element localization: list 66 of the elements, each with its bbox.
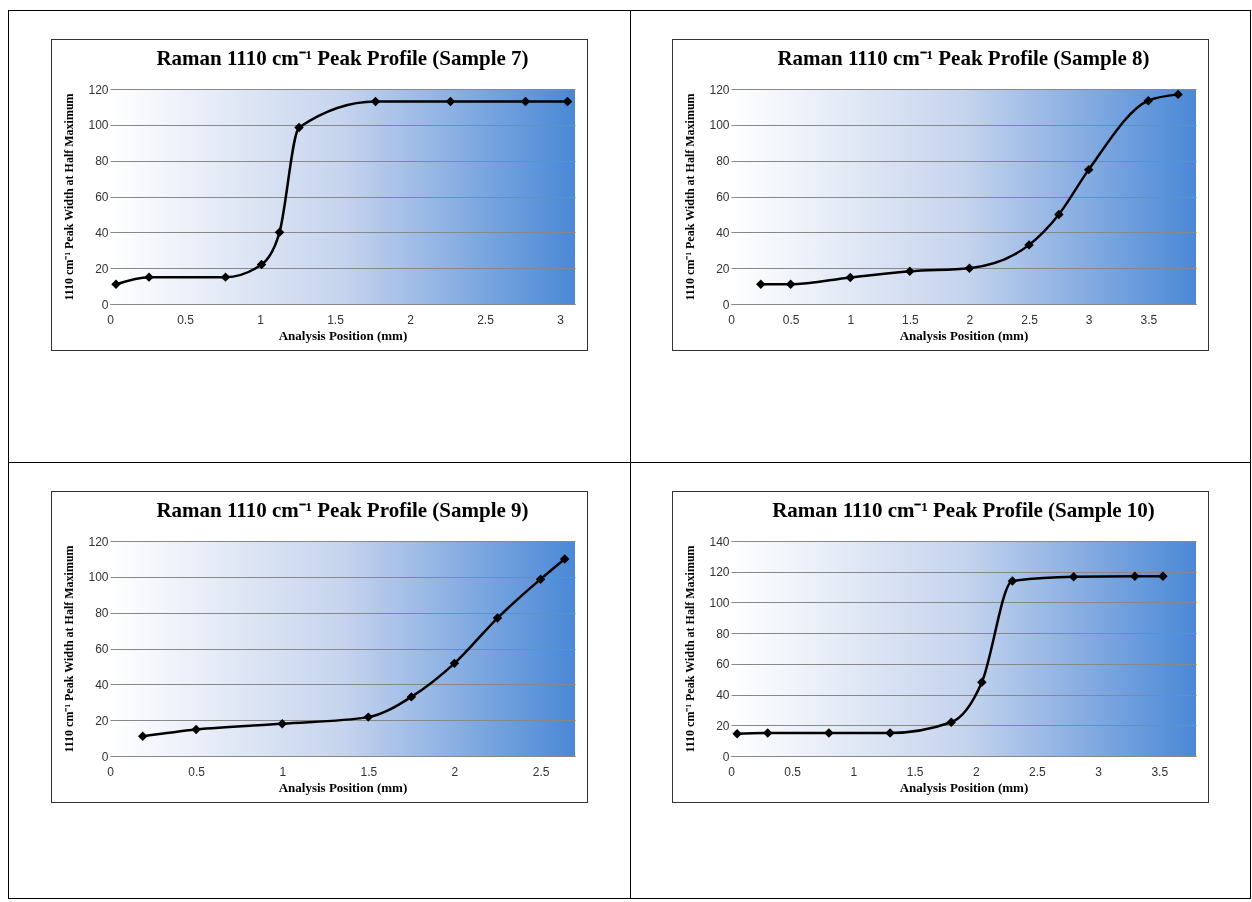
x-tick-label: 1 [847, 312, 855, 327]
y-axis-title: 1110 cm⁻¹ Peak Width at Half Maximum [683, 545, 698, 753]
x-tick-label: 0.5 [784, 764, 802, 779]
y-tick-label: 100 [88, 570, 109, 585]
x-tick-label: 2 [966, 312, 974, 327]
x-tick-label: 3 [557, 312, 565, 327]
x-tick-label: 1.5 [906, 764, 924, 779]
y-tick-label: 80 [95, 606, 109, 621]
y-tick-label: 0 [101, 297, 109, 312]
y-tick-label: 80 [716, 154, 730, 169]
y-tick-label: 120 [88, 82, 109, 97]
y-tick-label: 0 [722, 749, 730, 764]
y-tick-label: 20 [716, 718, 730, 733]
x-axis-title: Analysis Position (mm) [278, 779, 408, 795]
y-tick-label: 0 [101, 749, 109, 764]
y-tick-label: 120 [709, 82, 730, 97]
y-tick-label: 60 [95, 642, 109, 656]
x-axis-title: Analysis Position (mm) [899, 327, 1029, 343]
y-tick-label: 60 [716, 190, 730, 204]
y-tick-label: 40 [716, 688, 730, 703]
x-tick-label: 3.5 [1151, 764, 1169, 779]
x-tick-label: 1.5 [327, 312, 345, 327]
y-tick-label: 100 [88, 118, 109, 133]
x-tick-label: 2 [451, 764, 459, 779]
y-tick-label: 80 [716, 626, 730, 641]
chart-title: Raman 1110 cm⁻¹ Peak Profile (Sample 8) [777, 46, 1150, 70]
x-tick-label: 0.5 [177, 312, 195, 327]
x-tick-label: 1.5 [902, 312, 920, 327]
x-tick-label: 1 [279, 764, 287, 779]
x-tick-label: 1.5 [360, 764, 378, 779]
x-axis-title: Analysis Position (mm) [278, 327, 408, 343]
x-tick-label: 3 [1085, 312, 1093, 327]
y-axis-title: 1110 cm⁻¹ Peak Width at Half Maximum [62, 93, 77, 301]
y-tick-label: 40 [716, 225, 730, 240]
x-tick-label: 1 [850, 764, 858, 779]
x-tick-label: 2.5 [1021, 312, 1039, 327]
y-tick-label: 20 [95, 261, 109, 276]
y-tick-label: 60 [95, 190, 109, 204]
x-tick-label: 2 [972, 764, 980, 779]
y-axis-title: 1110 cm⁻¹ Peak Width at Half Maximum [683, 93, 698, 301]
x-tick-label: 1 [257, 312, 265, 327]
y-axis-title: 1110 cm⁻¹ Peak Width at Half Maximum [62, 545, 77, 753]
y-tick-label: 100 [709, 595, 730, 610]
x-axis-title: Analysis Position (mm) [899, 779, 1029, 795]
y-tick-label: 40 [95, 225, 109, 240]
x-tick-label: 2.5 [477, 312, 495, 327]
y-tick-label: 80 [95, 154, 109, 169]
chart-title: Raman 1110 cm⁻¹ Peak Profile (Sample 9) [156, 498, 529, 522]
x-tick-label: 2 [407, 312, 415, 327]
x-tick-label: 2.5 [1029, 764, 1047, 779]
y-tick-label: 20 [716, 261, 730, 276]
y-tick-label: 100 [709, 118, 730, 133]
chart-title: Raman 1110 cm⁻¹ Peak Profile (Sample 7) [156, 46, 529, 70]
y-tick-label: 20 [95, 713, 109, 728]
y-tick-label: 120 [709, 565, 730, 580]
y-tick-label: 0 [722, 297, 730, 312]
x-tick-label: 0.5 [782, 312, 800, 327]
y-tick-label: 140 [709, 534, 730, 549]
x-tick-label: 3.5 [1140, 312, 1158, 327]
x-tick-label: 0.5 [188, 764, 206, 779]
x-tick-label: 2.5 [532, 764, 550, 779]
y-tick-label: 40 [95, 677, 109, 692]
y-tick-label: 60 [716, 657, 730, 672]
x-tick-label: 3 [1095, 764, 1103, 779]
chart-title: Raman 1110 cm⁻¹ Peak Profile (Sample 10) [772, 498, 1155, 522]
y-tick-label: 120 [88, 534, 109, 549]
